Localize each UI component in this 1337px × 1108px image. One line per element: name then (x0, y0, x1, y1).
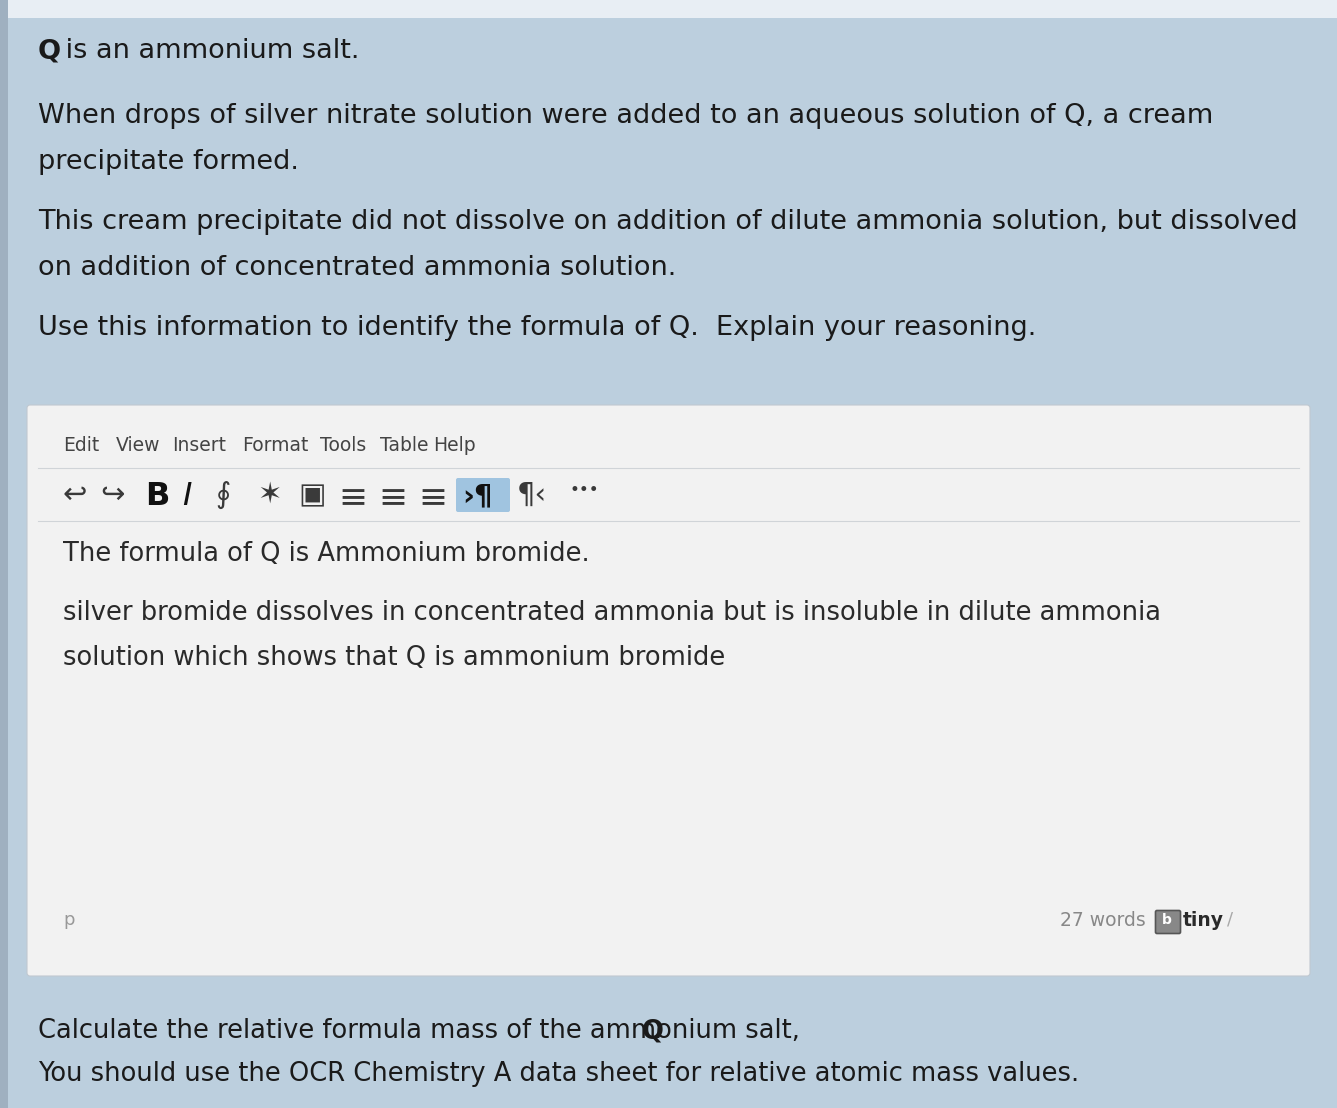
Text: This cream precipitate did not dissolve on addition of dilute ammonia solution, : This cream precipitate did not dissolve … (37, 209, 1298, 235)
Text: When drops of silver nitrate solution were added to an aqueous solution of Q, a : When drops of silver nitrate solution we… (37, 103, 1213, 129)
Text: ¶‹: ¶‹ (517, 481, 547, 509)
Text: Edit: Edit (63, 437, 99, 455)
Text: Q: Q (642, 1018, 663, 1044)
Text: b: b (1162, 913, 1171, 927)
Text: solution which shows that Q is ammonium bromide: solution which shows that Q is ammonium … (63, 645, 725, 671)
Text: ›¶: ›¶ (463, 482, 492, 510)
Text: •••: ••• (570, 481, 599, 499)
FancyBboxPatch shape (1155, 911, 1181, 934)
Text: Tools: Tools (320, 437, 366, 455)
Text: 27 words: 27 words (1060, 911, 1146, 930)
Text: You should use the OCR Chemistry A data sheet for relative atomic mass values.: You should use the OCR Chemistry A data … (37, 1061, 1079, 1087)
Bar (0, 0, 1337, 18)
Text: Use this information to identify the formula of Q.  Explain your reasoning.: Use this information to identify the for… (37, 315, 1036, 341)
Text: ≡: ≡ (418, 481, 447, 515)
Text: silver bromide dissolves in concentrated ammonia but is insoluble in dilute ammo: silver bromide dissolves in concentrated… (63, 601, 1161, 626)
Text: tiny: tiny (1183, 911, 1223, 930)
Text: I: I (182, 481, 191, 512)
Text: ✶: ✶ (257, 481, 281, 509)
FancyBboxPatch shape (456, 478, 509, 512)
Text: ▣: ▣ (298, 481, 325, 509)
Text: Calculate the relative formula mass of the ammonium salt,: Calculate the relative formula mass of t… (37, 1018, 808, 1044)
Text: ↪: ↪ (100, 481, 124, 509)
Text: Format: Format (242, 437, 309, 455)
Text: Insert: Insert (172, 437, 226, 455)
FancyBboxPatch shape (27, 406, 1310, 976)
Text: Table: Table (380, 437, 428, 455)
Text: ↩: ↩ (63, 481, 87, 509)
Text: ∮: ∮ (215, 481, 230, 509)
Text: precipitate formed.: precipitate formed. (37, 148, 299, 175)
Text: Q: Q (37, 38, 62, 64)
Text: ≡: ≡ (378, 481, 408, 515)
Text: The formula of Q is Ammonium bromide.: The formula of Q is Ammonium bromide. (63, 541, 590, 567)
Text: on addition of concentrated ammonia solution.: on addition of concentrated ammonia solu… (37, 255, 677, 281)
Text: /: / (1227, 911, 1233, 929)
Text: B: B (144, 481, 170, 512)
Text: p: p (63, 911, 75, 929)
Text: .: . (652, 1018, 660, 1044)
Text: Help: Help (433, 437, 476, 455)
Text: View: View (116, 437, 160, 455)
Text: is an ammonium salt.: is an ammonium salt. (57, 38, 360, 64)
Bar (0, 0, 8, 1108)
Text: ≡: ≡ (338, 481, 368, 515)
